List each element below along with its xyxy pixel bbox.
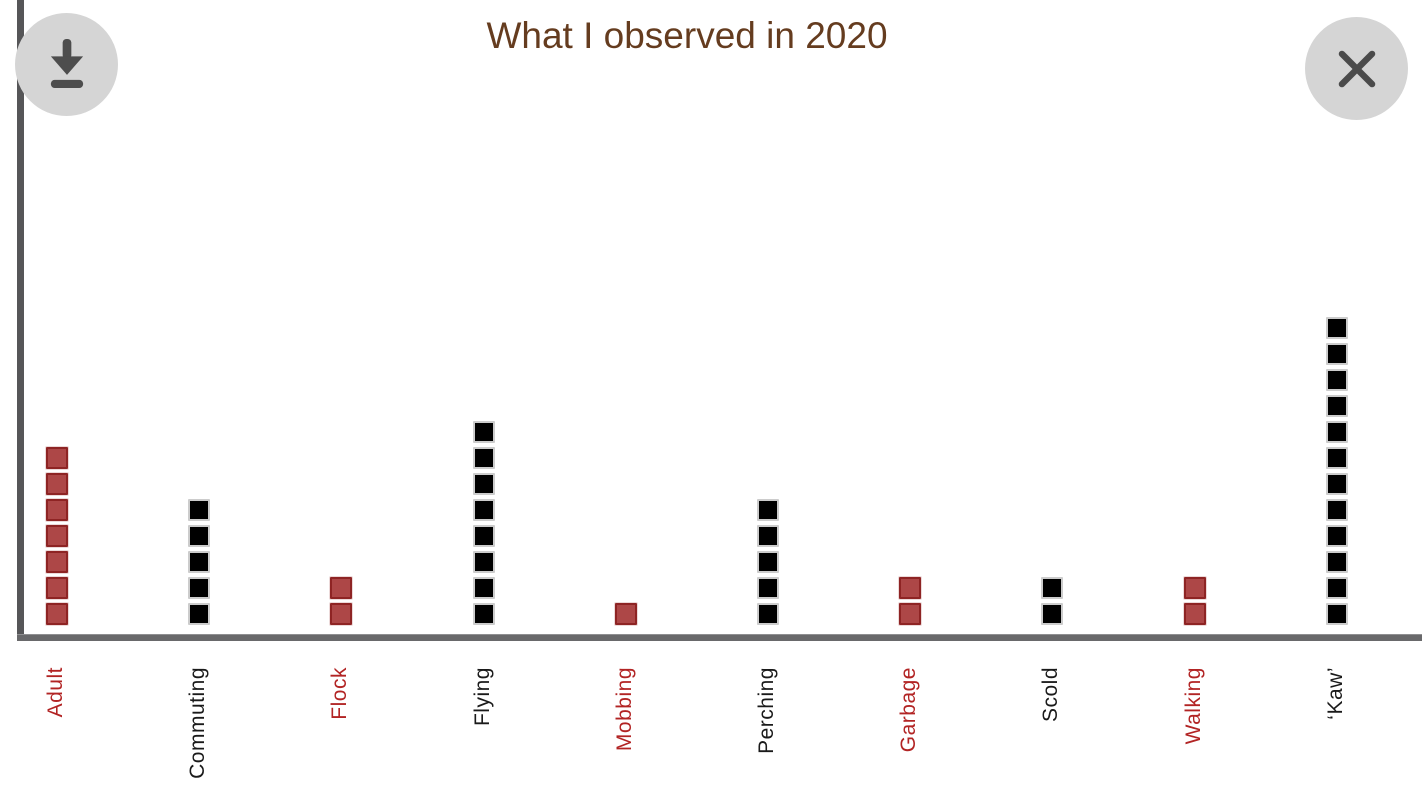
waffle-cell (757, 551, 779, 573)
waffle-cell (1325, 499, 1348, 521)
chart-title: What I observed in 2020 (486, 15, 888, 56)
waffle-cell (614, 603, 637, 625)
waffle-cell (46, 551, 68, 573)
waffle-cell (757, 499, 779, 521)
waffle-cell (757, 525, 779, 547)
bar-walking (1183, 577, 1206, 625)
x-label-perching: Perching (755, 667, 778, 754)
waffle-cell (188, 603, 211, 625)
x-label-flying: Flying (470, 667, 494, 727)
waffle-cell (1041, 603, 1064, 625)
bar-kaw (1325, 317, 1348, 625)
waffle-cell (1183, 603, 1206, 625)
waffle-cell (1325, 525, 1348, 547)
bar-mobbing (614, 603, 637, 625)
waffle-cell (1325, 421, 1348, 443)
waffle-cell (330, 603, 353, 625)
download-icon (36, 34, 98, 96)
waffle-cell (472, 551, 495, 573)
waffle-cell (472, 577, 495, 599)
waffle-cell (1325, 369, 1348, 391)
waffle-cell (1325, 317, 1348, 339)
waffle-cell (1183, 577, 1206, 599)
x-label-commuting: Commuting (186, 667, 210, 779)
waffle-cell (1041, 577, 1064, 599)
waffle-cell (472, 473, 495, 495)
waffle-cell (46, 603, 68, 625)
waffle-cell (1325, 395, 1348, 417)
waffle-cell (757, 603, 779, 625)
x-label-adult: Adult (44, 667, 67, 718)
close-button[interactable] (1305, 17, 1408, 120)
x-label-garbage: Garbage (897, 667, 921, 753)
waffle-cell (46, 499, 68, 521)
waffle-cell (46, 473, 68, 495)
waffle-cell (472, 603, 495, 625)
waffle-cell (188, 525, 211, 547)
bar-commuting (188, 499, 211, 625)
waffle-cell (1325, 551, 1348, 573)
waffle-cell (330, 577, 353, 599)
waffle-cell (46, 525, 68, 547)
x-label-scold: Scold (1039, 667, 1063, 723)
bar-adult (46, 447, 68, 625)
waffle-cell (472, 421, 495, 443)
x-label-mobbing: Mobbing (612, 667, 636, 752)
waffle-cell (188, 551, 211, 573)
waffle-cell (188, 499, 211, 521)
bar-flock (330, 577, 353, 625)
waffle-cell (1325, 473, 1348, 495)
waffle-cell (472, 499, 495, 521)
download-button[interactable] (15, 13, 118, 116)
x-axis-line (17, 634, 1422, 641)
waffle-cell (1325, 447, 1348, 469)
waffle-cell (472, 447, 495, 469)
bar-garbage (899, 577, 922, 625)
waffle-cell (46, 447, 68, 469)
waffle-cell (1325, 577, 1348, 599)
bar-flying (472, 421, 495, 625)
waffle-cell (472, 525, 495, 547)
waffle-cell (188, 577, 211, 599)
bar-perching (757, 499, 779, 625)
waffle-cell (46, 577, 68, 599)
waffle-cell (899, 577, 922, 599)
x-label-walking: Walking (1181, 667, 1205, 745)
waffle-cell (899, 603, 922, 625)
bar-scold (1041, 577, 1064, 625)
close-icon (1328, 40, 1386, 98)
waffle-cell (1325, 603, 1348, 625)
x-label-kaw: ‘Kaw’ (1323, 667, 1347, 720)
x-label-flock: Flock (328, 667, 352, 720)
y-axis-line (17, 0, 24, 641)
waffle-cell (757, 577, 779, 599)
waffle-cell (1325, 343, 1348, 365)
